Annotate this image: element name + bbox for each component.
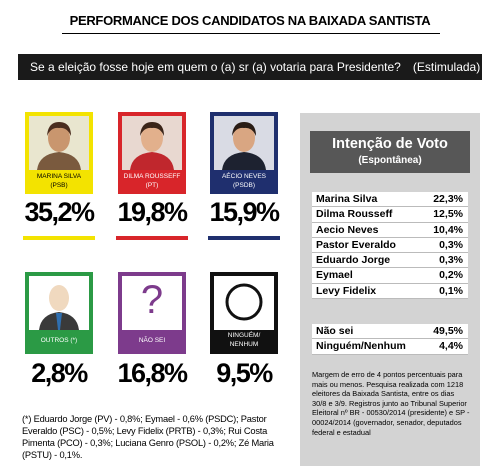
- candidate-name: MARINA SILVA: [36, 173, 82, 180]
- title: PERFORMANCE DOS CANDIDATOS NA BAIXADA SA…: [69, 13, 431, 28]
- name-strip: MARINA SILVA (PSB): [29, 170, 89, 190]
- option-strip: NINGUÉM/NENHUM: [214, 330, 274, 350]
- underline: [116, 236, 188, 240]
- row-value: 22,3%: [433, 193, 463, 205]
- row-value: 4,4%: [439, 340, 463, 353]
- row-value: 0,2%: [439, 269, 463, 282]
- row-label: Aecio Neves: [316, 223, 379, 236]
- panel-subtitle: (Espontânea): [358, 155, 422, 166]
- row-value: 12,5%: [433, 208, 463, 221]
- row-label: Eymael: [316, 269, 353, 282]
- table-row: Marina Silva 22,3%: [312, 192, 468, 208]
- circle-icon: [225, 283, 263, 321]
- row-value: 0,3%: [439, 238, 463, 251]
- table-row: Levy Fidelix 0,1%: [312, 284, 468, 300]
- underline: [23, 236, 95, 240]
- photo: [29, 116, 89, 170]
- option-card: OUTROS (*): [25, 272, 93, 354]
- panel-note: Margem de erro de 4 pontos percentuais p…: [312, 370, 470, 437]
- row-value: 0,1%: [439, 284, 463, 297]
- candidate-name: AÉCIO NEVES: [221, 173, 267, 180]
- option-card: ? NÃO SEI: [118, 272, 186, 354]
- option-percent: 2,8%: [31, 358, 88, 388]
- option-strip: NÃO SEI: [122, 330, 182, 350]
- question: Se a eleição fosse hoje em quem o (a) sr…: [30, 60, 401, 74]
- results-table: Marina Silva 22,3% Dilma Rousseff 12,5% Aeci…: [312, 192, 468, 300]
- row-label: Ninguém/Nenhum: [316, 340, 406, 353]
- question-icon: ?: [140, 278, 164, 322]
- row-value: 10,4%: [433, 223, 463, 236]
- panel-header: Intenção de Voto (Espontânea): [310, 131, 470, 173]
- silhouette: [39, 285, 79, 330]
- option-strip: OUTROS (*): [29, 330, 89, 350]
- row-label: Não sei: [316, 325, 354, 337]
- table-row: Eduardo Jorge 0,3%: [312, 253, 468, 269]
- photo: [214, 116, 274, 170]
- candidate-percent: 15,9%: [209, 197, 280, 227]
- candidate-party: (PT): [145, 182, 159, 189]
- option-percent: 16,8%: [117, 358, 188, 388]
- table-row: Ninguém/Nenhum 4,4%: [312, 339, 468, 355]
- candidate-card: MARINA SILVA (PSB): [25, 112, 93, 194]
- option-card: NINGUÉM/NENHUM: [210, 272, 278, 354]
- row-label: Dilma Rousseff: [316, 208, 393, 221]
- panel-title: Intenção de Voto: [332, 136, 448, 152]
- row-label: Levy Fidelix: [316, 284, 377, 297]
- row-label: Eduardo Jorge: [316, 254, 391, 267]
- results-table-2: Não sei 49,5% Ninguém/Nenhum 4,4%: [312, 324, 468, 355]
- option-label: NINGUÉM/: [227, 332, 261, 339]
- option-label: OUTROS (*): [40, 337, 78, 344]
- table-row: Aecio Neves 10,4%: [312, 223, 468, 238]
- option-percent: 9,5%: [216, 358, 273, 388]
- candidate-party: (PSB): [50, 182, 68, 189]
- name-strip: AÉCIO NEVES (PSDB): [214, 170, 274, 190]
- side-panel: Intenção de Voto (Espontânea) Marina Sil…: [300, 113, 480, 466]
- question-bar: Se a eleição fosse hoje em quem o (a) sr…: [18, 54, 482, 80]
- candidate-name: DILMA ROUSSEFF: [123, 173, 181, 180]
- row-label: Marina Silva: [316, 193, 378, 205]
- photo: [122, 116, 182, 170]
- candidate-card: DILMA ROUSSEFF (PT): [118, 112, 186, 194]
- question-type: (Estimulada): [412, 60, 481, 74]
- candidate-party: (PSDB): [232, 182, 256, 189]
- row-value: 0,3%: [439, 254, 463, 267]
- candidate-card: AÉCIO NEVES (PSDB): [210, 112, 278, 194]
- table-row: Dilma Rousseff 12,5%: [312, 207, 468, 223]
- option-label: NENHUM: [229, 341, 259, 348]
- table-row: Não sei 49,5%: [312, 324, 468, 340]
- row-label: Pastor Everaldo: [316, 238, 396, 251]
- underline: [208, 236, 280, 240]
- table-row: Eymael 0,2%: [312, 268, 468, 284]
- footnote: (*) Eduardo Jorge (PV) - 0,8%; Eymael - …: [22, 414, 274, 460]
- name-strip: DILMA ROUSSEFF (PT): [122, 170, 182, 190]
- row-value: 49,5%: [433, 325, 463, 337]
- title-rule: [62, 33, 440, 34]
- option-label: NÃO SEI: [138, 337, 166, 344]
- candidate-percent: 19,8%: [117, 197, 188, 227]
- candidate-percent: 35,2%: [24, 197, 95, 227]
- table-row: Pastor Everaldo 0,3%: [312, 238, 468, 254]
